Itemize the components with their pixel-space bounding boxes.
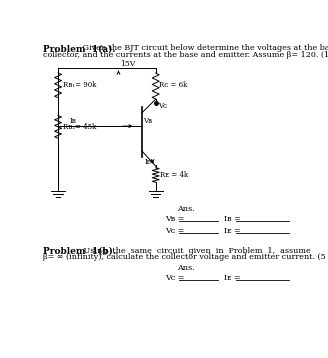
Text: Rᴇ = 4k: Rᴇ = 4k: [160, 171, 188, 179]
Text: 15V: 15V: [120, 60, 135, 68]
Text: Vᴄ =: Vᴄ =: [165, 274, 184, 282]
Text: Vᴄ =: Vᴄ =: [165, 227, 184, 235]
Text: Iᴇ =: Iᴇ =: [224, 274, 241, 282]
Text: Vʙ: Vʙ: [143, 117, 152, 125]
Text: Iʙ: Iʙ: [70, 117, 76, 125]
Text: Iʙ =: Iʙ =: [224, 215, 241, 223]
Text: Problem  1(a).: Problem 1(a).: [43, 44, 115, 53]
Text: Ans.: Ans.: [176, 264, 194, 272]
Text: Iᴇ: Iᴇ: [145, 158, 152, 165]
Text: Vʙ =: Vʙ =: [165, 215, 184, 223]
Text: Rʙ₂= 45k: Rʙ₂= 45k: [64, 123, 97, 131]
Text: Using  the  same  circuit  given  in  Problem  1,  assume: Using the same circuit given in Problem …: [81, 247, 311, 255]
Text: β= ∞ (infinity), calculate the collector voltage and emitter current. (5 points): β= ∞ (infinity), calculate the collector…: [43, 253, 328, 261]
Text: collector, and the currents at the base and emitter. Assume β= 120. (10 points): collector, and the currents at the base …: [43, 51, 328, 59]
Text: Given the BJT circuit below determine the voltages at the base and: Given the BJT circuit below determine th…: [80, 44, 328, 53]
Text: Problem  1(b).: Problem 1(b).: [43, 247, 116, 256]
Text: Iᴇ =: Iᴇ =: [224, 227, 241, 235]
Text: Rᴄ = 6k: Rᴄ = 6k: [159, 81, 187, 89]
Text: Vᴄ: Vᴄ: [158, 102, 167, 110]
Text: Ans.: Ans.: [176, 205, 194, 213]
Text: Rʙ₁= 90k: Rʙ₁= 90k: [64, 81, 97, 89]
